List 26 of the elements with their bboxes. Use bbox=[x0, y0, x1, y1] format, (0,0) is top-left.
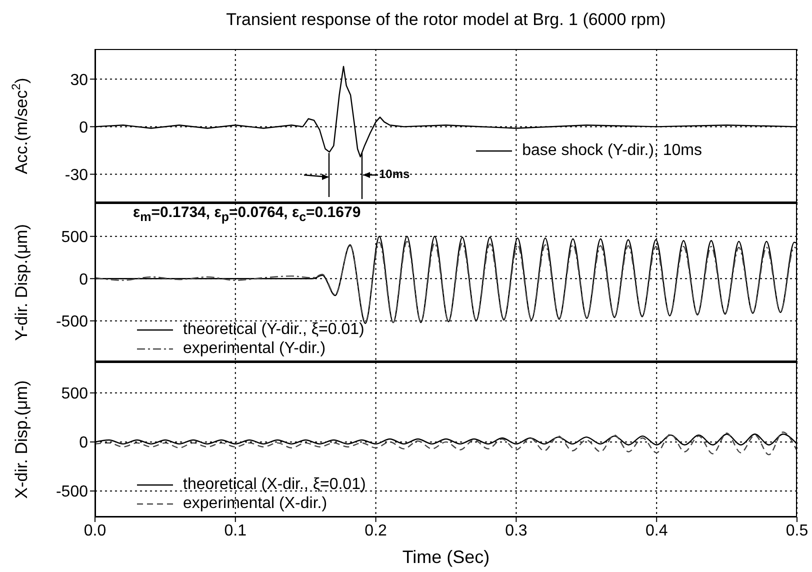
x-tick-label: 0.5 bbox=[786, 522, 808, 540]
y-tick-label: -500 bbox=[56, 314, 88, 331]
x-tick-label: 0.4 bbox=[645, 522, 668, 540]
y-axis-title: Y-dir. Disp.(μm) bbox=[12, 224, 31, 341]
x-tick-label: 0.2 bbox=[364, 522, 388, 540]
legend-label: experimental (X-dir.) bbox=[183, 494, 328, 513]
x-tick-label: 0.3 bbox=[505, 522, 528, 540]
legend-label: base shock (Y-dir.), 10ms bbox=[522, 141, 702, 160]
y-tick-label: 500 bbox=[61, 229, 88, 246]
x-tick-label: 0.0 bbox=[84, 522, 106, 540]
y-tick-label: 0 bbox=[79, 271, 88, 288]
y-tick-label: 30 bbox=[70, 72, 88, 89]
legend-label: theoretical (Y-dir., ξ=0.01) bbox=[183, 320, 364, 339]
y-tick-label: -30 bbox=[64, 166, 88, 184]
y-tick-label: 500 bbox=[61, 386, 88, 403]
y-tick-label: -500 bbox=[56, 484, 88, 501]
chart-title: Transient response of the rotor model at Brg. 1 (6000 rpm) bbox=[225, 10, 667, 30]
x-tick-label: 0.1 bbox=[224, 522, 247, 540]
legend-label: experimental (Y-dir.) bbox=[183, 339, 326, 358]
y-axis-title: X-dir. Disp.(μm) bbox=[12, 380, 31, 499]
y-tick-label: 0 bbox=[79, 434, 88, 452]
legend-label: theoretical (X-dir., ξ=0.01) bbox=[183, 475, 366, 494]
annotation: ε$_{m}$=0.1734, ε$_{p}$=0.0764, ε$_{c}$=0.1679 bbox=[133, 204, 361, 224]
annotation: 10ms bbox=[379, 167, 410, 181]
x-axis-title: Time (Sec) bbox=[402, 547, 490, 567]
y-tick-label: 0 bbox=[79, 119, 88, 136]
